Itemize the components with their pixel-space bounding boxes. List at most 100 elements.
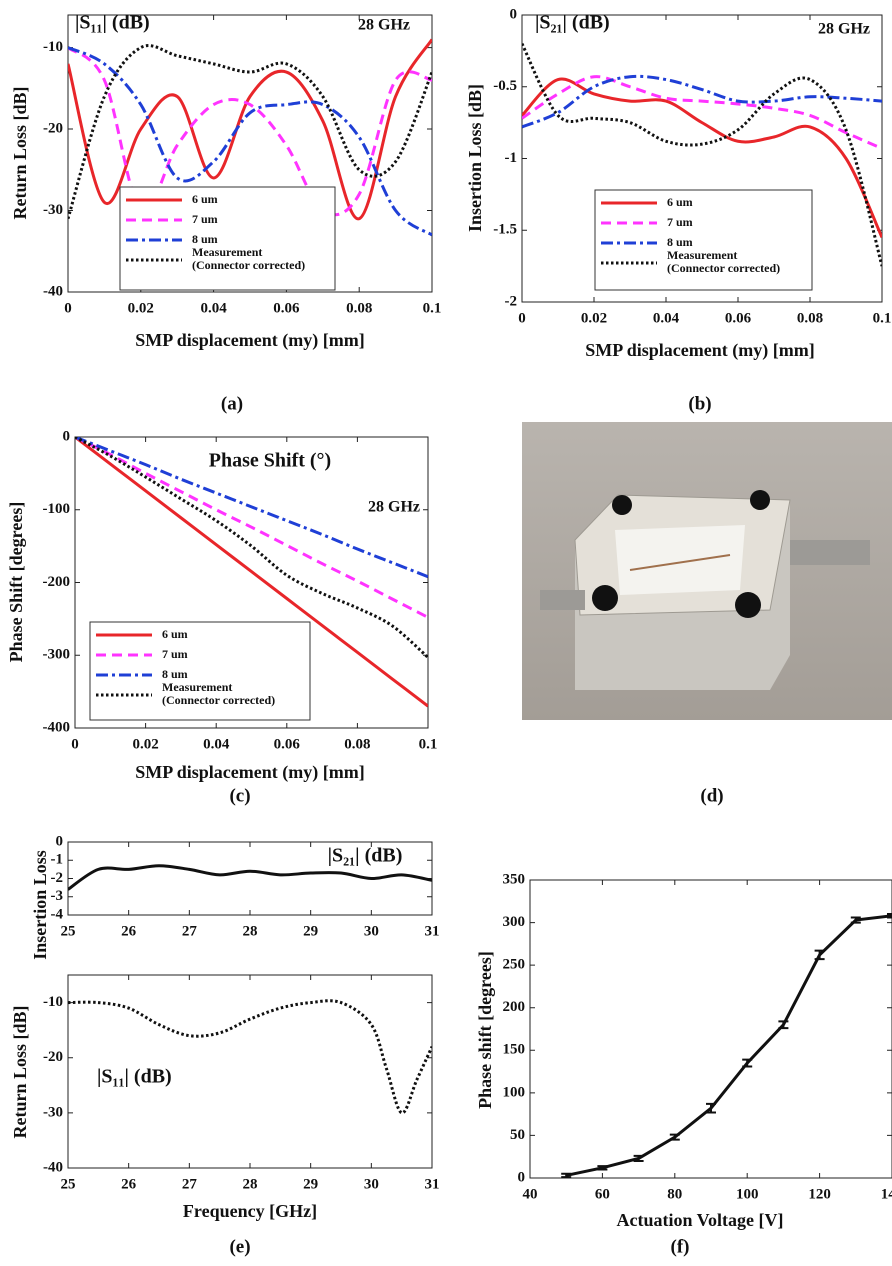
legend-label: Measurement (Connector corrected) [667,248,780,275]
panel-label: (b) [688,393,711,414]
y-tick-label: 0 [63,428,71,444]
y-tick-label: 0 [56,833,64,849]
y-tick-label: -100 [43,501,71,517]
y-tick-label: -20 [43,120,63,136]
chart-title: |S₁₁| (dB) [75,12,150,34]
x-tick-label: 26 [121,1176,137,1192]
y-tick-label: 250 [503,957,526,973]
x-tick-label: 0.02 [132,736,158,752]
x-axis-label: SMP displacement (my) [mm] [135,762,364,783]
x-tick-label: 0.08 [344,736,370,752]
x-tick-label: 0.04 [203,736,230,752]
x-tick-label: 29 [303,1176,318,1192]
x-tick-label: 0.06 [274,736,301,752]
y-tick-label: -0.5 [493,78,517,94]
y-tick-label: 200 [503,999,526,1015]
y-axis-label: Insertion Loss [dB] [465,84,485,232]
y-tick-label: 100 [503,1084,526,1100]
error-bar [850,916,861,924]
y-tick-label: -20 [43,1049,63,1065]
series-line [522,75,882,150]
series-line [75,437,428,619]
x-axis-label: SMP displacement (my) [mm] [585,340,814,361]
chart-title: Phase Shift (°) [209,450,331,472]
x-tick-label: 60 [595,1186,610,1202]
series-line [68,38,432,221]
trace [629,554,731,571]
error-bar [814,949,825,961]
x-tick-label: 31 [425,923,440,939]
x-tick-label: 100 [736,1186,759,1202]
legend-label: 6 um [162,627,188,641]
y-tick-label: -40 [43,283,63,299]
error-bar [633,1154,644,1162]
connector-left [540,590,585,610]
y-tick-label: -10 [43,39,63,55]
x-tick-label: 0.06 [725,310,752,326]
y-tick-label: -3 [51,888,64,904]
series-line [68,44,432,220]
y-tick-label: 0 [510,6,518,22]
y-tick-label: -200 [43,574,71,590]
chart: 25 26 27 28 29 30 31 0 -1 -2 -3 -4 |S₂₁| (dB) Inserti… [30,833,439,959]
legend-label: 7 um [667,215,693,229]
y-tick-label: 300 [503,914,526,930]
legend-label: 6 um [192,192,218,206]
y-axis-label: Phase shift [degrees] [475,951,495,1109]
chart: 0 0.02 0.04 0.06 0.08 0.1 0 -0.5 -1 -1.5 -2 |S₂₁| (… [465,6,891,414]
legend-label: 7 um [192,212,218,226]
x-tick-label: 120 [808,1186,831,1202]
connector-right [790,540,870,565]
series-line [522,77,882,239]
y-tick-label: 0 [518,1169,526,1185]
x-tick-label: 26 [121,923,137,939]
x-tick-label: 27 [182,923,198,939]
x-tick-label: 0 [64,300,72,316]
y-axis-label: Insertion Loss [30,850,50,960]
y-axis-label: Phase Shift [degrees] [6,502,26,663]
plot-frame [529,879,892,1179]
chart: 0 0.02 0.04 0.06 0.08 0.1 0 -100 -200 -300 -400 Pha… [6,428,437,806]
legend-label: 6 um [667,195,693,209]
board [615,525,745,595]
x-tick-label: 0.02 [581,310,607,326]
panel-label: (f) [671,1236,690,1257]
y-tick-label: -2 [51,870,64,886]
legend-box [594,189,813,291]
x-tick-label: 0.06 [273,300,300,316]
series-line [75,437,428,708]
x-axis-label: Actuation Voltage [V] [617,1210,784,1230]
error-bar [561,1172,572,1179]
y-axis-label: Return Loss [dB] [10,1005,30,1138]
chart: 40 60 80 100 120 140 0 50 100 150 200 250 300 350 Actu… [475,871,892,1257]
x-tick-label: 27 [182,1176,198,1192]
x-tick-label: 28 [243,1176,258,1192]
series-line [75,437,428,579]
x-tick-label: 0.1 [419,736,438,752]
x-tick-label: 80 [667,1186,682,1202]
x-tick-label: 30 [364,1176,379,1192]
panel-label: (d) [700,785,723,806]
panel-label: (c) [229,785,250,806]
x-tick-label: 0 [71,736,79,752]
x-tick-label: 0 [518,310,526,326]
y-tick-label: 350 [503,871,526,887]
x-tick-label: 140 [881,1186,892,1202]
panel-label: (e) [229,1236,250,1257]
y-tick-label: -1 [51,852,64,868]
series-line [68,46,432,217]
photo [522,422,892,720]
y-tick-label: -1.5 [493,222,517,238]
error-bar [778,1020,789,1030]
y-tick-label: -10 [43,994,63,1010]
y-tick-label: -30 [43,202,63,218]
legend-label: 8 um [162,667,188,681]
y-tick-label: -4 [51,906,64,922]
annotation: 28 GHz [358,17,410,34]
error-bar [597,1165,608,1171]
error-bar [669,1133,680,1141]
